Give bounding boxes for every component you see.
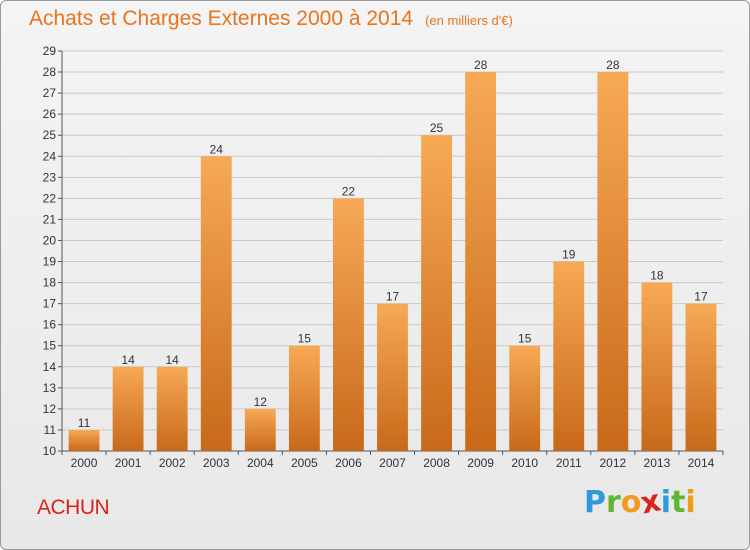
y-tick-label: 15 — [43, 339, 57, 353]
y-tick-label: 10 — [43, 444, 57, 458]
bar — [156, 366, 188, 451]
data-label: 14 — [165, 353, 179, 367]
y-tick-label: 28 — [43, 65, 57, 79]
data-label: 28 — [606, 58, 620, 72]
y-tick-label: 25 — [43, 128, 57, 142]
bar — [68, 429, 100, 451]
x-tick-label: 2011 — [556, 456, 582, 470]
data-labels: 11 14 14 24 12 15 22 17 25 28 15 19 28 18 17 — [78, 58, 708, 430]
y-tick-label: 23 — [43, 170, 57, 184]
data-label: 14 — [121, 353, 135, 367]
x-tick-label: 2002 — [159, 456, 186, 470]
logo-letter: o — [620, 485, 642, 520]
x-tick-label: 2006 — [335, 456, 362, 470]
bar — [641, 282, 673, 451]
bar — [685, 303, 717, 451]
x-tick-label: 2005 — [291, 456, 318, 470]
y-tick-label: 16 — [43, 318, 57, 332]
y-tick-label: 20 — [43, 233, 57, 247]
bar — [377, 303, 408, 451]
bar — [200, 156, 232, 451]
data-label: 17 — [694, 290, 708, 304]
y-tick-label: 14 — [43, 360, 57, 374]
x-tick-label: 2008 — [423, 456, 450, 470]
bar — [421, 135, 452, 452]
data-label: 11 — [78, 416, 91, 430]
y-tick-label: 18 — [43, 276, 57, 290]
data-label: 17 — [386, 290, 400, 304]
data-label: 15 — [518, 332, 532, 346]
proxiti-logo: Proxiti — [584, 483, 696, 521]
data-label: 15 — [298, 332, 312, 346]
y-tick-label: 13 — [43, 381, 57, 395]
x-tick-label: 2004 — [247, 456, 274, 470]
y-tick-label: 17 — [43, 297, 57, 311]
y-tick-label: 27 — [43, 86, 57, 100]
x-tick-label: 2013 — [644, 456, 671, 470]
x-tick-label: 2000 — [71, 456, 98, 470]
data-label: 25 — [430, 121, 444, 135]
y-tick-label: 26 — [43, 107, 57, 121]
data-label: 22 — [342, 184, 356, 198]
y-tick-label: 11 — [44, 423, 57, 437]
x-tick-label: 2007 — [379, 456, 406, 470]
logo-letter: P — [584, 485, 606, 520]
data-label: 28 — [474, 58, 488, 72]
bar — [509, 345, 541, 451]
bar — [112, 366, 144, 451]
place-name: ACHUN — [37, 496, 110, 519]
bar — [288, 345, 320, 451]
y-tick-label: 12 — [43, 402, 57, 416]
logo-letter: i — [685, 485, 696, 520]
bars — [68, 72, 717, 452]
data-label: 18 — [650, 269, 664, 283]
data-label: 19 — [562, 248, 576, 262]
y-tick-label: 19 — [43, 255, 57, 269]
logo-letter: r — [606, 485, 621, 520]
chart-title-row: Achats et Charges Externes 2000 à 2014 (… — [29, 7, 513, 31]
data-label: 24 — [210, 142, 224, 156]
logo-letter: i — [660, 485, 672, 520]
x-tick-label: 2014 — [688, 456, 715, 470]
bar — [465, 72, 497, 451]
tick-labels: 10 11 12 13 14 15 16 17 18 19 20 21 22 23 24 25 26 27 28 29… — [43, 44, 715, 470]
x-tick-label: 2001 — [115, 456, 142, 470]
bar — [597, 72, 629, 451]
data-label: 12 — [254, 395, 268, 409]
y-tick-label: 29 — [43, 44, 57, 58]
x-tick-label: 2012 — [599, 456, 626, 470]
x-tick-label: 2010 — [511, 456, 538, 470]
bar — [553, 261, 585, 451]
logo-letter: t — [671, 485, 686, 520]
y-tick-label: 24 — [43, 149, 57, 163]
chart-title: Achats et Charges Externes 2000 à 2014 — [29, 7, 414, 30]
x-tick-label: 2003 — [203, 456, 230, 470]
y-tick-label: 21 — [43, 212, 57, 226]
y-tick-label: 22 — [43, 191, 57, 205]
chart-subtitle: (en milliers d'€) — [425, 13, 513, 28]
bar — [244, 408, 276, 451]
x-tick-label: 2009 — [467, 456, 494, 470]
bar — [333, 198, 364, 451]
